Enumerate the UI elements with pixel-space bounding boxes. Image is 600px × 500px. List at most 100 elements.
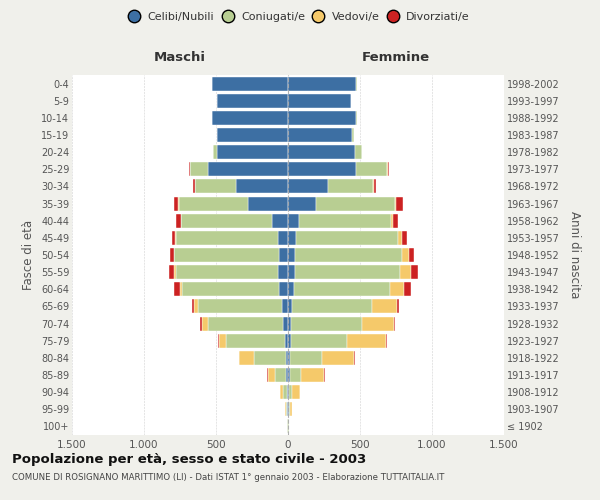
Bar [287,402,288,416]
Bar [290,351,322,365]
Bar [239,351,254,365]
Bar [194,300,198,314]
Bar [179,282,182,296]
Bar [288,76,356,90]
Bar [292,300,371,314]
Bar [208,316,283,330]
Bar [288,248,295,262]
Bar [288,162,356,176]
Bar [347,334,386,347]
Bar [286,351,288,365]
Bar [190,162,208,176]
Bar [174,265,176,279]
Y-axis label: Fasce di età: Fasce di età [22,220,35,290]
Bar [281,300,288,314]
Bar [174,196,178,210]
Bar [411,265,418,279]
Bar [288,214,299,228]
Bar [195,180,236,194]
Bar [272,214,288,228]
Bar [352,128,353,142]
Bar [362,316,394,330]
Bar [296,231,398,245]
Bar [288,265,295,279]
Bar [371,300,397,314]
Bar [176,265,278,279]
Bar [278,265,288,279]
Bar [288,180,328,194]
Bar [396,196,403,210]
Bar [386,334,387,347]
Bar [248,196,288,210]
Bar [278,282,288,296]
Bar [179,196,248,210]
Bar [322,351,354,365]
Bar [254,351,286,365]
Bar [288,231,296,245]
Bar [288,111,356,125]
Bar [217,128,288,142]
Bar [172,231,175,245]
Bar [169,265,174,279]
Bar [301,368,324,382]
Bar [208,162,288,176]
Bar [288,128,352,142]
Bar [290,334,347,347]
Bar [288,351,290,365]
Bar [291,316,362,330]
Bar [402,231,407,245]
Bar [295,248,402,262]
Bar [394,316,395,330]
Bar [290,402,292,416]
Bar [174,248,280,262]
Text: COMUNE DI ROSIGNANO MARITTIMO (LI) - Dati ISTAT 1° gennaio 2003 - Elaborazione T: COMUNE DI ROSIGNANO MARITTIMO (LI) - Dat… [12,472,445,482]
Bar [278,231,288,245]
Bar [288,368,290,382]
Bar [275,368,286,382]
Text: Maschi: Maschi [154,51,206,64]
Bar [288,385,289,399]
Bar [181,214,272,228]
Bar [217,94,288,108]
Bar [292,385,300,399]
Bar [202,316,208,330]
Bar [200,316,202,330]
Bar [286,402,287,416]
Bar [316,196,395,210]
Bar [174,282,179,296]
Bar [198,300,281,314]
Bar [288,196,316,210]
Bar [217,145,288,159]
Bar [176,214,181,228]
Bar [355,145,362,159]
Bar [290,368,301,382]
Bar [268,368,275,382]
Bar [283,316,288,330]
Bar [390,282,404,296]
Legend: Celibi/Nubili, Coniugati/e, Vedovi/e, Divorziati/e: Celibi/Nubili, Coniugati/e, Vedovi/e, Di… [127,8,473,25]
Bar [409,248,415,262]
Bar [182,282,278,296]
Bar [212,111,288,125]
Bar [395,196,396,210]
Bar [356,162,388,176]
Bar [212,76,288,90]
Bar [398,231,402,245]
Bar [226,334,285,347]
Bar [391,214,393,228]
Bar [288,300,292,314]
Y-axis label: Anni di nascita: Anni di nascita [568,212,581,298]
Bar [288,145,355,159]
Bar [374,180,376,194]
Bar [289,385,292,399]
Bar [176,231,278,245]
Bar [397,300,399,314]
Bar [283,385,287,399]
Bar [286,368,288,382]
Bar [295,265,400,279]
Bar [280,385,283,399]
Bar [289,402,290,416]
Bar [219,334,226,347]
Bar [373,180,374,194]
Bar [294,282,390,296]
